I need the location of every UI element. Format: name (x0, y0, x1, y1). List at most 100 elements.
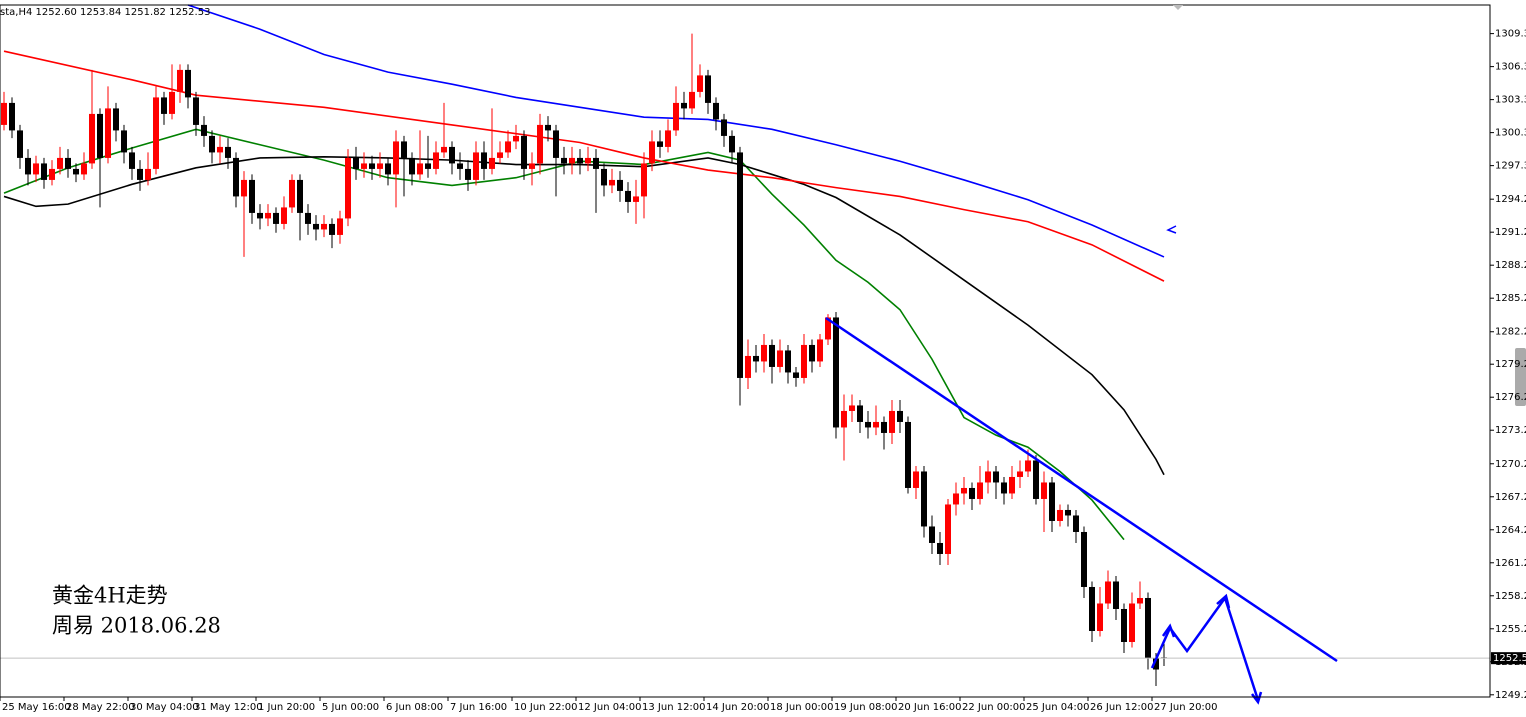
candle-body (201, 124, 207, 136)
candle-body (929, 526, 935, 543)
candle-body (313, 223, 319, 230)
candle-body (1001, 482, 1007, 494)
candle-body (297, 179, 303, 213)
arrow-head (1161, 623, 1176, 638)
candle-body (1145, 597, 1151, 659)
candle-body (617, 179, 623, 191)
candle-body (1057, 509, 1063, 521)
candle-body (913, 471, 919, 488)
candle-body (57, 157, 63, 169)
x-tick-label: 5 Jun 00:00 (322, 702, 379, 713)
candle-body (721, 119, 727, 136)
candle-body (401, 141, 407, 158)
scroll-handle (1515, 348, 1526, 406)
candle-body (185, 69, 191, 98)
candle-body (761, 344, 767, 362)
y-tick-label: 1279.25 (1495, 359, 1526, 370)
y-tick-label: 1249.20 (1495, 690, 1526, 701)
y-tick-label: 1264.20 (1495, 525, 1526, 536)
candle-body (801, 344, 807, 378)
candle-body (873, 421, 879, 428)
candle-body (345, 157, 351, 219)
candle-body (633, 196, 639, 202)
candle-body (713, 102, 719, 120)
candle-body (489, 157, 495, 169)
candle-body (1089, 586, 1095, 631)
candle-body (1113, 581, 1119, 609)
candle-body (9, 102, 15, 131)
candle-body (521, 135, 527, 169)
candle-body (337, 218, 343, 235)
candle-body (41, 163, 47, 180)
x-tick-label: 22 Jun 00:00 (962, 702, 1026, 713)
x-tick-label: 10 Jun 22:00 (514, 702, 578, 713)
plot-frame (0, 4, 1491, 698)
candle-body (241, 179, 247, 197)
candle-body (257, 212, 263, 219)
candle-body (249, 179, 255, 213)
candle-body (169, 91, 175, 114)
candle-body (1153, 658, 1159, 670)
arrow-head (1216, 593, 1231, 609)
candle-body (1073, 515, 1079, 532)
candle-body (985, 471, 991, 483)
ma-line (3, 50, 1165, 282)
candle-body (97, 113, 103, 158)
candle-body (417, 163, 423, 175)
candle-body (945, 504, 951, 554)
candle-body (161, 97, 167, 114)
candle-body (705, 75, 711, 103)
candle-body (73, 168, 79, 175)
candle-body (585, 157, 591, 164)
candle-body (505, 141, 511, 153)
candle-body (33, 163, 39, 175)
candle-body (497, 152, 503, 158)
candle-body (865, 421, 871, 428)
annotation: 周易 2018.06.28 (52, 614, 221, 638)
candle-body (593, 157, 599, 169)
candle-body (1065, 509, 1071, 516)
candle-body (17, 130, 23, 158)
candle-body (785, 350, 791, 373)
candle-body (153, 97, 159, 169)
y-tick-label: 1276.25 (1495, 392, 1526, 403)
x-tick-label: 19 Jun 08:00 (834, 702, 898, 713)
x-tick-label: 26 Jun 12:00 (1090, 702, 1154, 713)
candle-body (697, 75, 703, 92)
candle-body (745, 355, 751, 378)
y-tick-label: 1285.25 (1495, 293, 1526, 304)
candle-body (601, 168, 607, 186)
candle-body (1025, 460, 1031, 472)
candle-body (609, 179, 615, 186)
candle-body (193, 97, 199, 125)
candle-body (89, 113, 95, 164)
candle-body (177, 69, 183, 92)
candle-body (545, 124, 551, 131)
candle-body (641, 163, 647, 197)
candle-body (65, 157, 71, 169)
x-tick-label: 30 May 04:00 (130, 702, 199, 713)
candle-body (1033, 460, 1039, 499)
candle-body (457, 163, 463, 169)
candle-body (25, 157, 31, 175)
forecast-path (1150, 595, 1260, 701)
candle-body (977, 482, 983, 499)
ma-line (3, 156, 1165, 476)
x-tick-label: 13 Jun 12:00 (642, 702, 706, 713)
x-tick-label: 14 Jun 20:00 (706, 702, 770, 713)
candle-body (689, 91, 695, 109)
shift-marker (1173, 5, 1183, 10)
candle-body (473, 152, 479, 180)
candle-body (737, 152, 743, 378)
candle-body (481, 152, 487, 169)
candle-body (777, 350, 783, 367)
x-tick-label: 7 Jun 16:00 (450, 702, 507, 713)
candle-body (449, 146, 455, 164)
candle-body (217, 146, 223, 153)
candle-body (961, 487, 967, 494)
candle-body (553, 130, 559, 158)
y-tick-label: 1306.30 (1495, 62, 1526, 73)
candle-body (793, 372, 799, 378)
candle-body (113, 108, 119, 131)
price-label: 1252.53 (1493, 653, 1526, 664)
